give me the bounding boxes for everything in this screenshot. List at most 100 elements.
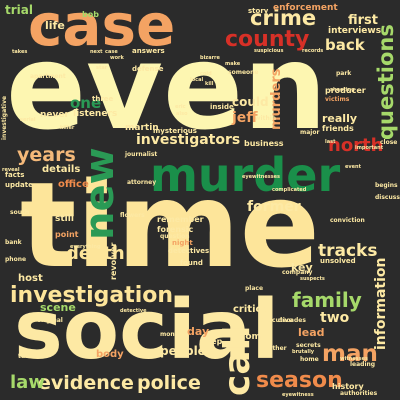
word-former: former bbox=[247, 199, 301, 215]
word-eyewitnesses: eyewitnesses bbox=[242, 174, 281, 180]
word-eyewitness: eyewitness bbox=[282, 392, 314, 398]
word-journalist: journalist bbox=[125, 151, 158, 158]
word-suspects: suspects bbox=[300, 276, 325, 282]
word-business: business bbox=[244, 139, 284, 148]
word-death: death bbox=[66, 243, 125, 264]
word-information: information bbox=[373, 257, 389, 351]
word-detective: detective bbox=[120, 308, 147, 314]
word-attorney: attorney bbox=[127, 179, 157, 186]
word-never: never bbox=[40, 110, 69, 120]
word-three: three bbox=[92, 95, 114, 103]
word-murder: murder bbox=[150, 148, 341, 202]
word-reveal: reveal bbox=[2, 167, 20, 173]
word-place: place bbox=[245, 285, 264, 292]
word-social: social bbox=[14, 283, 280, 378]
word-forensic: forensic bbox=[157, 225, 194, 234]
word-takes: takes bbox=[12, 49, 28, 55]
word-event: event bbox=[345, 164, 361, 170]
word-discuss: discuss bbox=[375, 194, 400, 201]
word-two: two bbox=[320, 310, 350, 326]
word-remember: remember bbox=[157, 215, 204, 224]
word-police: police bbox=[137, 372, 201, 394]
word-within: within bbox=[255, 115, 277, 122]
word-life: life bbox=[45, 19, 65, 32]
word-records: records bbox=[302, 48, 324, 54]
word-office: office bbox=[58, 179, 89, 190]
word-investigative: investigative bbox=[1, 95, 8, 140]
word-local: local bbox=[190, 77, 204, 83]
word-details: details bbox=[42, 164, 81, 175]
word-question: question bbox=[160, 233, 190, 240]
word-months: months bbox=[160, 331, 186, 338]
word-turns: turns bbox=[18, 353, 36, 360]
word-case-small: case bbox=[105, 49, 118, 55]
word-serial: serial bbox=[20, 117, 36, 123]
word-county: county bbox=[225, 27, 310, 52]
word-another: another bbox=[260, 345, 287, 352]
word-one: one bbox=[70, 94, 102, 112]
word-eric: eric bbox=[175, 104, 186, 110]
word-day: day bbox=[187, 325, 210, 338]
word-questions: questions bbox=[374, 24, 398, 140]
word-also: also bbox=[176, 111, 188, 117]
word-tracks: tracks bbox=[318, 241, 378, 261]
word-investigation: investigation bbox=[10, 283, 174, 308]
word-secrets: secrets bbox=[296, 342, 321, 349]
word-bizarre: bizarre bbox=[200, 55, 220, 61]
word-bank: bank bbox=[5, 239, 22, 246]
word-original: original bbox=[37, 317, 63, 324]
word-point: point bbox=[55, 230, 79, 239]
word-suspicious: suspicious bbox=[254, 48, 284, 54]
word-someone: someone bbox=[228, 69, 259, 76]
word-law: law bbox=[10, 372, 45, 393]
word-everything: everything bbox=[70, 244, 101, 250]
word-found: found bbox=[180, 259, 203, 267]
word-new: new bbox=[77, 147, 123, 240]
word-even: even bbox=[6, 18, 327, 156]
word-defense: defense bbox=[132, 65, 164, 73]
word-body: body bbox=[96, 349, 124, 360]
word-decades: decades bbox=[278, 317, 306, 324]
word-answers: answers bbox=[132, 47, 165, 55]
word-night: night bbox=[172, 239, 193, 247]
word-unsolved: unsolved bbox=[320, 257, 356, 265]
word-season: season bbox=[256, 368, 343, 393]
word-crime: crime bbox=[250, 6, 317, 30]
word-phone: phone bbox=[5, 256, 27, 263]
word-next: next bbox=[90, 49, 103, 55]
word-listeners: listeners bbox=[73, 109, 118, 119]
word-lead: lead bbox=[298, 326, 325, 339]
word-jeff: jeff bbox=[232, 110, 258, 126]
word-complicated: complicated bbox=[272, 187, 307, 193]
word-producer: producer bbox=[325, 86, 366, 95]
word-comes: comes bbox=[240, 332, 273, 342]
word-friends: friends bbox=[322, 124, 354, 133]
word-south: south bbox=[10, 209, 30, 216]
word-conviction: conviction bbox=[330, 217, 365, 224]
word-begins: begins bbox=[375, 182, 398, 189]
word-detectives: detectives bbox=[168, 247, 210, 255]
word-authorities: authorities bbox=[340, 390, 378, 397]
word-evidence: evidence bbox=[38, 372, 134, 394]
word-last: last bbox=[325, 139, 336, 145]
word-time: time bbox=[20, 156, 320, 294]
word-important: important bbox=[355, 145, 384, 151]
word-critical: critical bbox=[233, 304, 272, 315]
word-deep: deep bbox=[200, 337, 223, 346]
word-close: close bbox=[380, 139, 398, 146]
word-leading: leading bbox=[350, 361, 376, 368]
word-shooting: shooting bbox=[330, 87, 355, 93]
word-home: home bbox=[300, 356, 319, 363]
word-star: star bbox=[96, 65, 108, 71]
word-revolver: revolver bbox=[109, 242, 118, 280]
word-could: could bbox=[232, 95, 269, 109]
word-victims: victims bbox=[325, 96, 350, 103]
word-enforcement: enforcement bbox=[273, 3, 338, 13]
word-scene: scene bbox=[40, 301, 76, 314]
word-work: work bbox=[110, 55, 124, 61]
word-inside: inside bbox=[210, 103, 234, 111]
word-man: man bbox=[322, 341, 378, 367]
word-back: back bbox=[325, 36, 365, 54]
word-brutally: brutally bbox=[292, 349, 315, 355]
word-kill: kill bbox=[205, 81, 214, 87]
